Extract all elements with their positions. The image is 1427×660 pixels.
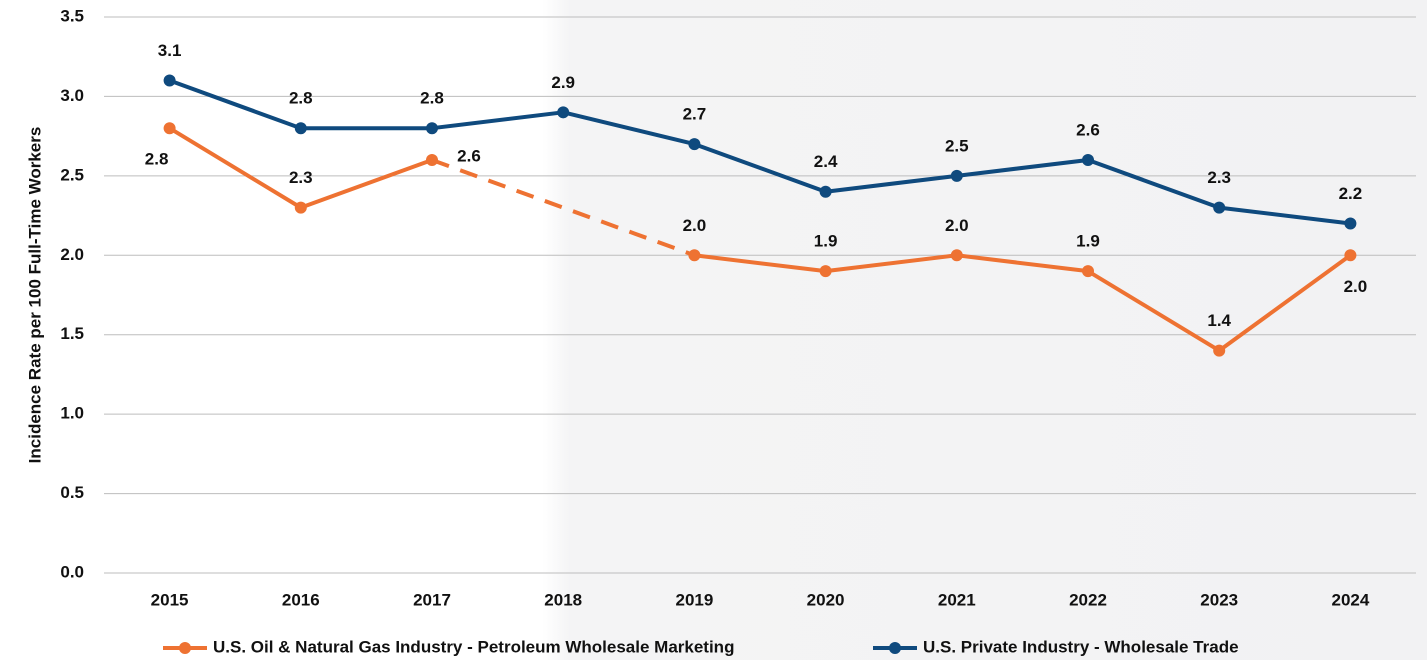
y-axis-label: Incidence Rate per 100 Full-Time Workers — [25, 127, 44, 464]
data-point — [1082, 265, 1094, 278]
data-label: 2.8 — [420, 89, 444, 108]
data-point — [557, 106, 570, 119]
data-point — [294, 122, 307, 135]
x-tick-label: 2023 — [1200, 590, 1238, 609]
data-label: 3.1 — [158, 41, 182, 60]
data-point — [950, 249, 963, 262]
data-point — [294, 201, 307, 214]
data-point — [1213, 201, 1226, 214]
y-tick-label: 3.5 — [60, 6, 84, 25]
data-point — [1344, 249, 1357, 262]
data-label: 2.0 — [1344, 277, 1368, 296]
data-point — [163, 122, 176, 135]
data-label: 2.3 — [1207, 168, 1231, 187]
data-label: 2.0 — [683, 216, 707, 235]
data-label: 2.6 — [457, 146, 481, 165]
data-point — [1213, 344, 1226, 357]
legend-label: U.S. Private Industry - Wholesale Trade — [923, 637, 1239, 656]
legend-marker — [179, 642, 191, 654]
data-point — [426, 153, 438, 166]
y-tick-label: 1.0 — [60, 404, 84, 423]
y-tick-label: 2.5 — [60, 165, 84, 184]
legend-marker — [889, 642, 901, 654]
y-tick-label: 0.0 — [60, 562, 84, 581]
data-label: 2.9 — [551, 73, 575, 92]
x-tick-label: 2015 — [151, 590, 189, 609]
data-point — [950, 169, 963, 182]
data-label: 2.8 — [145, 150, 169, 169]
data-point — [1344, 217, 1357, 230]
data-label: 2.0 — [945, 216, 969, 235]
x-tick-label: 2018 — [544, 590, 582, 609]
data-label: 2.4 — [814, 152, 838, 171]
y-tick-label: 3.0 — [60, 86, 84, 105]
x-tick-label: 2021 — [938, 590, 976, 609]
data-point — [426, 122, 438, 135]
x-tick-label: 2022 — [1069, 590, 1107, 609]
y-tick-label: 1.5 — [60, 324, 84, 343]
legend-label: U.S. Oil & Natural Gas Industry - Petrol… — [213, 637, 734, 656]
x-tick-label: 2020 — [807, 590, 845, 609]
data-label: 2.6 — [1076, 120, 1100, 139]
data-label: 2.3 — [289, 168, 313, 187]
y-tick-label: 0.5 — [60, 483, 84, 502]
series-line — [694, 253, 1352, 353]
y-tick-label: 2.0 — [60, 245, 84, 264]
x-tick-label: 2019 — [675, 590, 713, 609]
data-label: 1.9 — [814, 232, 838, 251]
data-label: 2.2 — [1339, 184, 1363, 203]
series-line — [168, 78, 1351, 226]
data-label: 1.9 — [1076, 232, 1100, 251]
x-tick-label: 2016 — [282, 590, 320, 609]
data-label: 2.5 — [945, 136, 969, 155]
data-point — [688, 249, 701, 262]
data-label: 2.8 — [289, 89, 313, 108]
x-tick-label: 2024 — [1331, 590, 1369, 609]
x-tick-label: 2017 — [413, 590, 451, 609]
data-label: 2.7 — [683, 105, 707, 124]
data-point — [1082, 153, 1094, 166]
data-point — [163, 74, 176, 87]
gap-line — [431, 158, 696, 258]
data-point — [688, 138, 701, 151]
data-label: 1.4 — [1207, 311, 1231, 330]
data-point — [819, 185, 832, 198]
data-point — [819, 265, 832, 278]
